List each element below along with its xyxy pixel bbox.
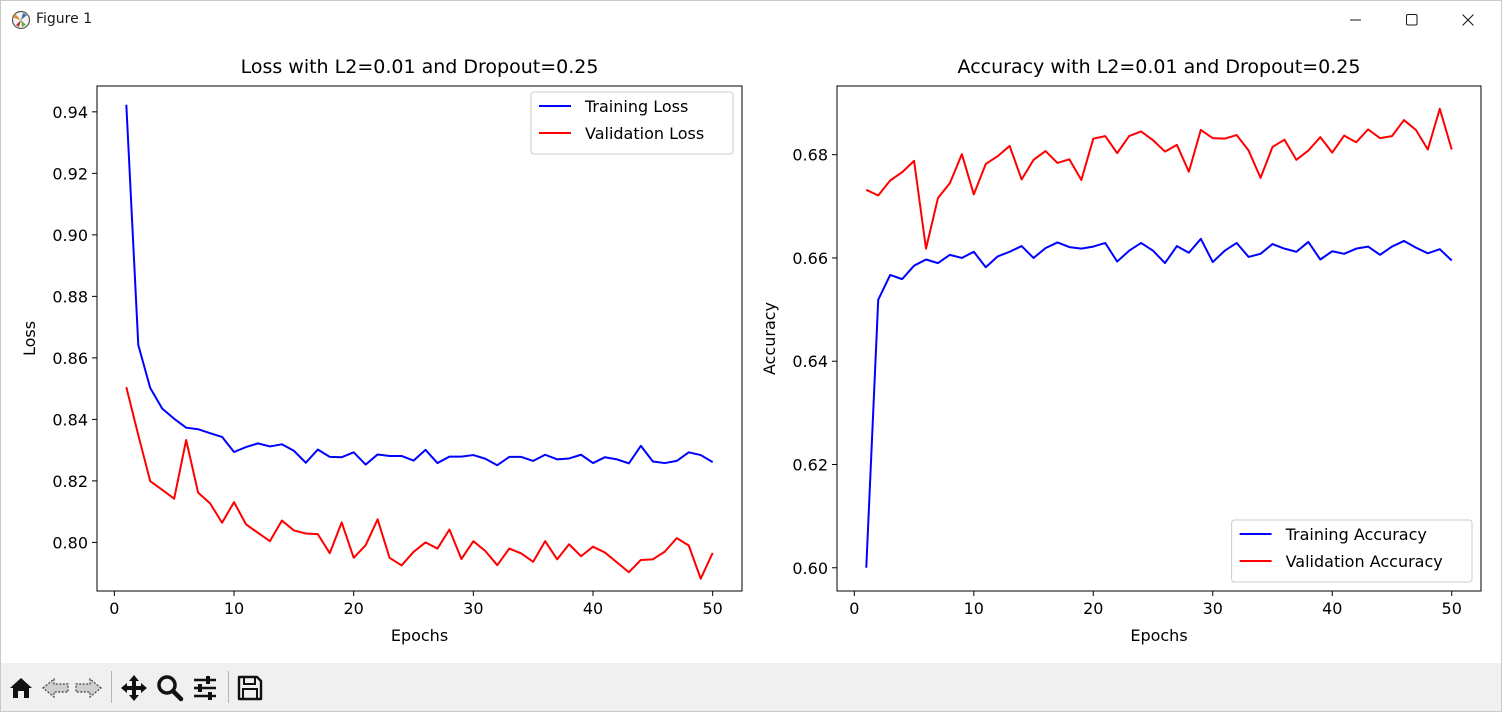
minimize-icon	[1350, 19, 1361, 21]
y-tick-label: 0.60	[792, 559, 828, 578]
y-tick-label: 0.94	[52, 103, 88, 122]
pan-icon	[121, 675, 147, 701]
x-tick-label: 50	[1442, 599, 1462, 618]
close-icon	[1462, 14, 1474, 26]
series-line-validation-accuracy	[865, 107, 1453, 250]
y-tick-label: 0.92	[52, 164, 88, 183]
legend-entry-label: Training Accuracy	[1285, 525, 1427, 544]
forward-icon	[75, 677, 102, 699]
legend: Training Accuracy Validation Accuracy	[1231, 519, 1473, 583]
legend-box	[530, 91, 734, 155]
save-icon	[237, 675, 263, 701]
minimize-button[interactable]	[1333, 1, 1379, 39]
series-line-training-loss	[125, 104, 714, 467]
close-button[interactable]	[1445, 1, 1491, 39]
maximize-icon	[1406, 14, 1418, 26]
plot-frame	[96, 85, 743, 592]
y-tick-label: 0.66	[792, 249, 828, 268]
toolbar-separator	[111, 671, 112, 703]
home-icon	[10, 678, 32, 698]
matplotlib-app-icon	[11, 10, 31, 30]
x-tick-label: 0	[109, 599, 119, 618]
series-line-training-accuracy	[865, 237, 1453, 568]
legend-entry-label: Training Loss	[584, 97, 688, 116]
save-button[interactable]	[235, 673, 265, 703]
configure-subplots-button[interactable]	[190, 673, 220, 703]
legend: Training Loss Validation Loss	[530, 91, 734, 155]
legend-box	[1231, 519, 1473, 583]
figure-svg: 0 10 20 30 40 50 0.80 0.82 0.84 0.86 0.88 0.90 0.92 0…	[20, 56, 1482, 645]
plot-frame	[836, 85, 1482, 592]
y-tick-label: 0.88	[52, 287, 88, 306]
y-tick-label: 0.90	[52, 226, 88, 245]
y-tick-label: 0.62	[792, 455, 828, 474]
legend-entry-label: Validation Accuracy	[1286, 552, 1443, 571]
x-tick-label: 30	[1203, 599, 1223, 618]
x-axis-label: Epochs	[1130, 626, 1187, 645]
y-tick-label: 0.84	[52, 410, 88, 429]
y-tick-label: 0.82	[52, 472, 88, 491]
y-axis-label: Accuracy	[760, 302, 779, 375]
home-button[interactable]	[6, 673, 36, 703]
x-tick-label: 40	[1322, 599, 1342, 618]
x-tick-label: 0	[849, 599, 859, 618]
pan-button[interactable]	[119, 673, 149, 703]
chart-title: Accuracy with L2=0.01 and Dropout=0.25	[958, 56, 1361, 78]
zoom-icon	[157, 675, 184, 702]
series-line-validation-loss	[125, 386, 714, 580]
figure-canvas[interactable]: 0 10 20 30 40 50 0.80 0.82 0.84 0.86 0.88 0.90 0.92 0…	[1, 39, 1501, 663]
x-tick-label: 10	[224, 599, 244, 618]
maximize-button[interactable]	[1389, 1, 1435, 39]
x-tick-label: 50	[703, 599, 723, 618]
y-tick-label: 0.64	[792, 352, 828, 371]
y-tick-label: 0.80	[52, 533, 88, 552]
forward-button[interactable]	[73, 673, 103, 703]
back-button[interactable]	[41, 673, 71, 703]
x-axis-label: Epochs	[391, 626, 448, 645]
x-tick-label: 10	[964, 599, 984, 618]
x-tick-label: 30	[463, 599, 483, 618]
x-tick-label: 20	[344, 599, 364, 618]
back-icon	[42, 677, 69, 699]
legend-entry-label: Validation Loss	[585, 124, 704, 143]
y-tick-label: 0.68	[792, 146, 828, 165]
chart-title: Loss with L2=0.01 and Dropout=0.25	[241, 56, 599, 78]
y-tick-label: 0.86	[52, 349, 88, 368]
axes-0: 0 10 20 30 40 50 0.80 0.82 0.84 0.86 0.88 0.90 0.92 0…	[20, 56, 743, 645]
toolbar-separator	[228, 671, 229, 703]
window-title: Figure 1	[36, 11, 93, 27]
navigation-toolbar	[1, 663, 1501, 711]
y-axis-label: Loss	[20, 321, 39, 356]
x-tick-label: 20	[1083, 599, 1103, 618]
axes-1: 0 10 20 30 40 50 0.60 0.62 0.64 0.66 0.68 Accuracy …	[760, 56, 1482, 645]
zoom-button[interactable]	[155, 673, 185, 703]
x-tick-label: 40	[583, 599, 603, 618]
configure-subplots-icon	[194, 676, 216, 700]
title-bar[interactable]: Figure 1	[1, 1, 1501, 39]
